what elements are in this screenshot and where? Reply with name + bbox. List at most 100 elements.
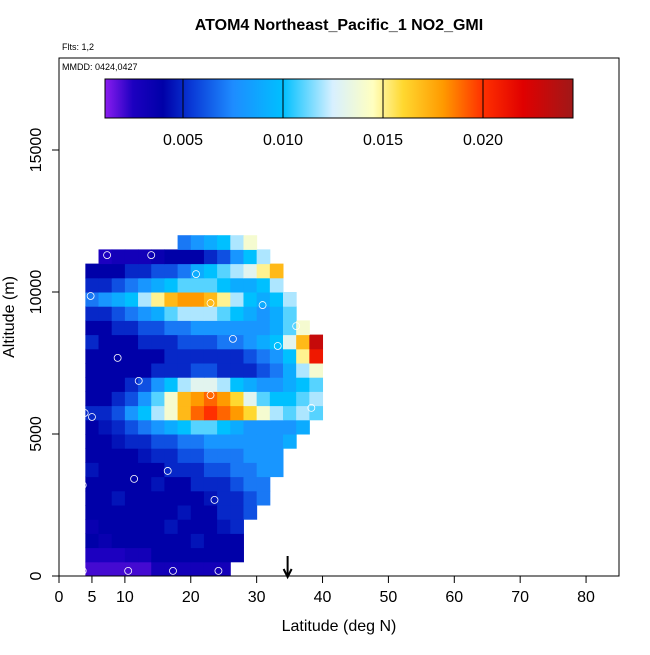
heatmap-cell bbox=[217, 348, 231, 364]
heatmap-cell bbox=[85, 533, 100, 549]
heatmap-cell bbox=[98, 249, 113, 265]
heatmap-cell bbox=[269, 263, 284, 279]
heatmap-cell bbox=[138, 348, 152, 364]
heatmap-cell bbox=[190, 363, 205, 378]
heatmap-cell bbox=[309, 348, 324, 364]
heatmap-cell bbox=[98, 533, 113, 549]
heatmap-cell bbox=[151, 505, 165, 520]
heatmap-cell bbox=[85, 561, 100, 577]
heatmap-cell bbox=[124, 519, 139, 534]
heatmap-cell bbox=[124, 405, 139, 421]
heatmap-cell bbox=[243, 448, 258, 463]
heatmap-cell bbox=[203, 519, 218, 534]
flight-point bbox=[292, 322, 301, 330]
heatmap-cell bbox=[164, 306, 179, 321]
flight-point bbox=[307, 403, 316, 412]
heatmap-cell bbox=[203, 476, 218, 492]
heatmap-cell bbox=[230, 505, 244, 520]
x-tick-label: 5 bbox=[87, 589, 96, 606]
heatmap-cell bbox=[151, 348, 165, 364]
heatmap-cell bbox=[217, 377, 231, 392]
heatmap-cell bbox=[138, 561, 152, 577]
heatmap-cell bbox=[269, 363, 284, 378]
heatmap-cell bbox=[230, 235, 244, 250]
heatmap-cell bbox=[190, 434, 205, 449]
y-tick-label: 10000 bbox=[28, 270, 45, 315]
heatmap-cell bbox=[177, 348, 192, 364]
heatmap-cell bbox=[217, 249, 231, 265]
heatmap-cell bbox=[124, 419, 139, 435]
heatmap-cell bbox=[98, 334, 113, 350]
heatmap-cell bbox=[256, 434, 271, 449]
heatmap-cell bbox=[138, 405, 152, 421]
heatmap-cell bbox=[296, 320, 310, 336]
heatmap-cell bbox=[111, 547, 126, 563]
heatmap-cell bbox=[256, 306, 271, 321]
heatmap-cell bbox=[203, 377, 218, 392]
heatmap-cell bbox=[111, 448, 126, 463]
heatmap-cell bbox=[98, 434, 113, 449]
heatmap-cell bbox=[151, 320, 165, 336]
x-axis-label: Latitude (deg N) bbox=[282, 618, 397, 635]
heatmap-cell bbox=[98, 263, 113, 279]
heatmap-cell bbox=[138, 476, 152, 492]
heatmap-cell bbox=[151, 263, 165, 279]
heatmap-cell bbox=[138, 490, 152, 506]
heatmap-cell bbox=[164, 292, 179, 307]
heatmap-cell bbox=[151, 448, 165, 463]
heatmap-cell bbox=[203, 490, 218, 506]
heatmap-cell bbox=[269, 320, 284, 336]
colorbar bbox=[104, 78, 574, 119]
heatmap-cell bbox=[203, 462, 218, 478]
heatmap-cell bbox=[85, 334, 100, 350]
heatmap-cell bbox=[283, 363, 297, 378]
heatmap-cell bbox=[98, 377, 113, 392]
heatmap-cell bbox=[217, 320, 231, 336]
heatmap-cell bbox=[85, 419, 100, 435]
flight-point bbox=[78, 566, 87, 575]
heatmap-cell bbox=[256, 419, 271, 435]
heatmap-cell bbox=[243, 419, 258, 435]
colorbar-tick-label: 0.005 bbox=[163, 132, 203, 149]
heatmap-cell bbox=[164, 249, 179, 265]
heatmap-cell bbox=[151, 249, 165, 265]
flight-point bbox=[206, 299, 215, 307]
heatmap-cell bbox=[124, 476, 139, 492]
heatmap-cell bbox=[230, 320, 244, 336]
heatmap-cell bbox=[151, 561, 165, 577]
heatmap-cell bbox=[111, 405, 126, 421]
heatmap-cell bbox=[190, 490, 205, 506]
heatmap-cell bbox=[98, 363, 113, 378]
heatmap-cell bbox=[256, 405, 271, 421]
heatmap-cell bbox=[124, 505, 139, 520]
heatmap-cell bbox=[164, 547, 179, 563]
flight-point bbox=[163, 467, 172, 475]
heatmap-cell bbox=[85, 490, 100, 506]
heatmap-cell bbox=[151, 490, 165, 506]
flight-point bbox=[192, 270, 200, 279]
heatmap-cell bbox=[177, 306, 192, 321]
flight-point bbox=[88, 413, 96, 421]
heatmap-cell bbox=[256, 490, 271, 506]
heatmap-cell bbox=[177, 235, 192, 250]
heatmap-cell bbox=[217, 277, 231, 293]
heatmap-cell bbox=[98, 561, 113, 577]
heatmap-cell bbox=[164, 419, 179, 435]
heatmap-cell bbox=[269, 306, 284, 321]
heatmap-cell bbox=[190, 249, 205, 265]
heatmap-cell bbox=[164, 405, 179, 421]
heatmap-cell bbox=[138, 320, 152, 336]
heatmap-cell bbox=[296, 334, 310, 350]
heatmap-cell bbox=[151, 334, 165, 350]
heatmap-cell bbox=[164, 448, 179, 463]
heatmap-cell bbox=[230, 306, 244, 321]
flight-point bbox=[80, 409, 89, 417]
heatmap-cell bbox=[243, 277, 258, 293]
heatmap-cell bbox=[151, 277, 165, 293]
heatmap-cell bbox=[269, 391, 284, 407]
y-tick-label: 0 bbox=[28, 571, 45, 580]
heatmap-cell bbox=[111, 277, 126, 293]
heatmap-cell bbox=[164, 334, 179, 350]
heatmap-cell bbox=[217, 419, 231, 435]
